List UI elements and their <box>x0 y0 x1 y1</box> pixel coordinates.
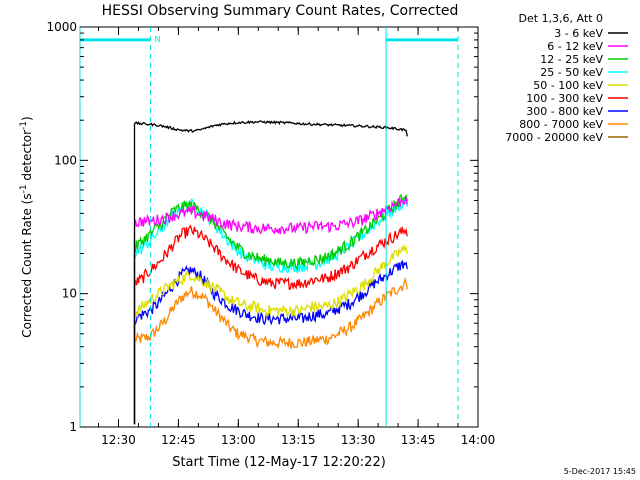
plot-frame <box>79 26 479 428</box>
plot-area: N 12:30 12:45 13:00 13:15 13:30 13:45 14:00 11… <box>46 20 495 447</box>
y-tick-label: 100 <box>54 153 77 167</box>
y-axis-label-sup2: -1 <box>19 121 29 130</box>
y-axis-label-part2: detector <box>20 130 34 185</box>
chart-title: HESSI Observing Summary Count Rates, Cor… <box>102 3 459 19</box>
x-tick-label: 14:00 <box>461 433 496 447</box>
series-line-12-25-kev <box>133 193 408 425</box>
series-layer <box>133 120 408 425</box>
x-axis-ticks: 12:30 12:45 13:00 13:15 13:30 13:45 14:00 <box>98 27 496 447</box>
legend-label-3-6-kev: 3 - 6 keV <box>554 27 603 40</box>
y-axis-label-part1: Corrected Count Rate (s <box>20 193 34 337</box>
reference-lines: N <box>79 27 459 427</box>
y-tick-label: 1000 <box>46 20 77 34</box>
y-tick-label: 1 <box>69 420 77 434</box>
y-axis-label-sup1: -1 <box>19 184 29 193</box>
y-axis-ticks: 1 10 100 1000 <box>46 20 478 434</box>
series-line-800-7000-kev <box>133 276 408 425</box>
legend-label-25-50-kev: 25 - 50 keV <box>540 66 603 79</box>
x-tick-label: 13:45 <box>401 433 436 447</box>
legend-label-6-12-kev: 6 - 12 keV <box>547 40 603 53</box>
x-tick-label: 13:15 <box>281 433 316 447</box>
y-tick-label: 10 <box>62 287 77 301</box>
series-line-3-6-kev <box>133 120 408 425</box>
x-tick-label: 12:30 <box>101 433 136 447</box>
legend-label-800-7000-kev: 800 - 7000 keV <box>519 118 603 131</box>
series-line-50-100-kev <box>133 243 408 425</box>
x-tick-label: 12:45 <box>161 433 196 447</box>
series-line-300-800-kev <box>133 259 408 425</box>
series-line-6-12-kev <box>133 195 408 425</box>
date-stamp: 5-Dec-2017 15:45 <box>564 467 636 476</box>
legend-label-100-300-kev: 100 - 300 keV <box>526 92 603 105</box>
flag-label: N <box>154 35 160 44</box>
series-line-100-300-kev <box>133 224 408 425</box>
y-axis-label-part3: ) <box>20 116 34 121</box>
legend-label-12-25-kev: 12 - 25 keV <box>540 53 603 66</box>
legend-label-300-800-kev: 300 - 800 keV <box>526 105 603 118</box>
y-axis-label: Corrected Count Rate (s-1 detector-1) <box>19 116 34 337</box>
x-tick-label: 13:30 <box>341 433 376 447</box>
legend-label-7000-20000-kev: 7000 - 20000 keV <box>505 131 603 144</box>
x-tick-label: 13:00 <box>221 433 256 447</box>
x-axis-label: Start Time (12-May-17 12:20:22) <box>172 455 386 470</box>
legend-label-50-100-kev: 50 - 100 keV <box>533 79 603 92</box>
legend-title: Det 1,3,6, Att 0 <box>519 12 603 25</box>
